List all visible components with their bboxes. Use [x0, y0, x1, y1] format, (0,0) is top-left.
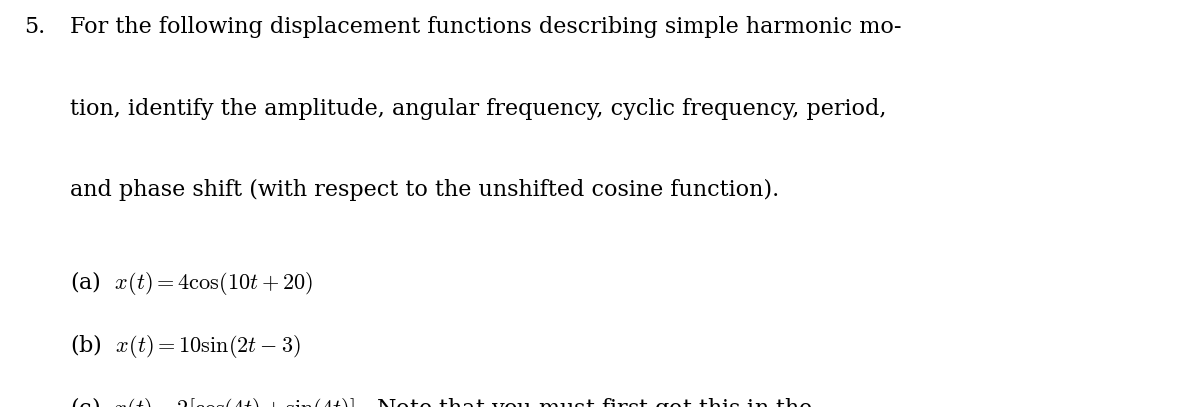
Text: (a)  $x(t) = 4\cos(10t + 20)$: (a) $x(t) = 4\cos(10t + 20)$ — [70, 269, 313, 297]
Text: (b)  $x(t) = 10\sin(2t - 3)$: (b) $x(t) = 10\sin(2t - 3)$ — [70, 332, 300, 360]
Text: tion, identify the amplitude, angular frequency, cyclic frequency, period,: tion, identify the amplitude, angular fr… — [70, 98, 886, 120]
Text: 5.: 5. — [24, 16, 46, 38]
Text: For the following displacement functions describing simple harmonic mo-: For the following displacement functions… — [70, 16, 901, 38]
Text: (c)  $x(t) = 2[\cos(4t) + \sin(4t)]$.  Note that you must first get this in the: (c) $x(t) = 2[\cos(4t) + \sin(4t)]$. Not… — [70, 395, 812, 407]
Text: and phase shift (with respect to the unshifted cosine function).: and phase shift (with respect to the uns… — [70, 179, 779, 201]
